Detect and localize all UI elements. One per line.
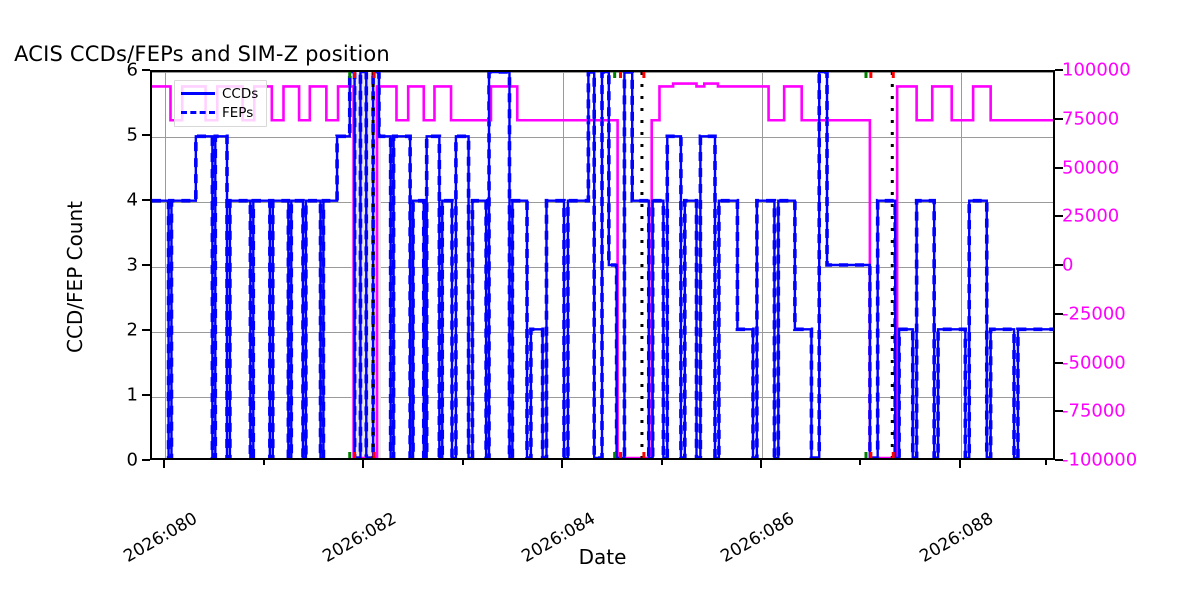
plot-area: CCDs FEPs <box>150 70 1055 460</box>
x-axis-label: Date <box>578 545 627 569</box>
vertical-dotted-lines-group <box>371 72 894 458</box>
y-tick-right-m25000: -25000 <box>1062 303 1126 325</box>
legend-label-feps: FEPs <box>222 104 254 121</box>
y-tickmark-left <box>142 329 150 331</box>
x-tickmark-minor <box>859 460 861 465</box>
y-tick-left-2: 2 <box>126 319 138 341</box>
y-tickmark-right <box>1055 410 1063 413</box>
gridline-v <box>762 72 763 458</box>
plot-clip <box>152 72 1053 458</box>
y-tickmark-right <box>1055 117 1063 120</box>
x-tickmark-major <box>163 460 165 468</box>
x-tickmark-minor <box>263 460 265 465</box>
y-tick-right-75000: 75000 <box>1062 108 1120 130</box>
ccds-trace-group <box>152 72 1053 458</box>
y-tick-right-25000: 25000 <box>1062 205 1120 227</box>
y-tickmark-left <box>142 459 150 461</box>
legend-label-ccds: CCDs <box>222 85 259 102</box>
y-tickmark-right <box>1055 459 1063 461</box>
legend-item-ccds[interactable]: CCDs <box>181 84 258 103</box>
y-tickmark-right <box>1055 215 1063 218</box>
y-tick-right-100000: 100000 <box>1062 59 1131 81</box>
y-tick-left-0: 0 <box>126 449 138 471</box>
y-tickmark-left <box>142 394 150 396</box>
y-tick-right-50000: 50000 <box>1062 157 1120 178</box>
chart-title-text: ACIS CCDs/FEPs and SIM-Z position <box>14 42 390 66</box>
y-tick-left-1: 1 <box>126 384 138 406</box>
trace-layer <box>152 72 1053 458</box>
sim-z-trace-group <box>152 82 1053 458</box>
legend-item-feps[interactable]: FEPs <box>181 103 258 122</box>
y-tick-left-5: 5 <box>126 124 138 146</box>
y-tick-right-m50000: -50000 <box>1062 352 1126 373</box>
x-tickmark-minor <box>661 460 663 465</box>
y-tickmark-right <box>1055 312 1063 315</box>
x-tickmark-minor <box>1045 460 1047 465</box>
y-tick-right-m75000: -75000 <box>1062 400 1126 422</box>
y-axis-label-left: CCD/FEP Count <box>63 200 87 354</box>
x-tickmark-major <box>959 460 961 468</box>
y-tickmark-right <box>1055 361 1063 364</box>
x-tickmark-major <box>561 460 563 468</box>
page-title: ACIS CCDs/FEPs and SIM-Z position <box>0 42 1200 66</box>
y-tick-left-4: 4 <box>126 189 138 211</box>
y-tickmark-left <box>142 264 150 266</box>
y-tick-left-3: 3 <box>126 254 138 276</box>
y-tickmark-right <box>1055 264 1063 266</box>
y-tick-right-0: 0 <box>1062 254 1074 276</box>
gridline-v <box>961 72 962 458</box>
ccds-line-swatch <box>181 92 215 95</box>
legend[interactable]: CCDs FEPs <box>174 80 268 127</box>
x-tickmark-minor <box>462 460 464 465</box>
y-tickmark-left <box>142 134 150 136</box>
y-tick-right-m100000: -100000 <box>1062 449 1138 471</box>
y-tick-left-6: 6 <box>126 59 138 81</box>
edge-markers-group <box>348 72 895 458</box>
y-tickmark-right <box>1055 166 1063 169</box>
gridline-v <box>165 72 166 458</box>
x-tickmark-major <box>760 460 762 468</box>
y-tickmark-right <box>1055 69 1063 71</box>
y-tickmark-left <box>142 199 150 201</box>
y-tickmark-left <box>142 69 150 71</box>
feps-line-swatch <box>181 111 215 114</box>
x-tickmark-major <box>362 460 364 468</box>
